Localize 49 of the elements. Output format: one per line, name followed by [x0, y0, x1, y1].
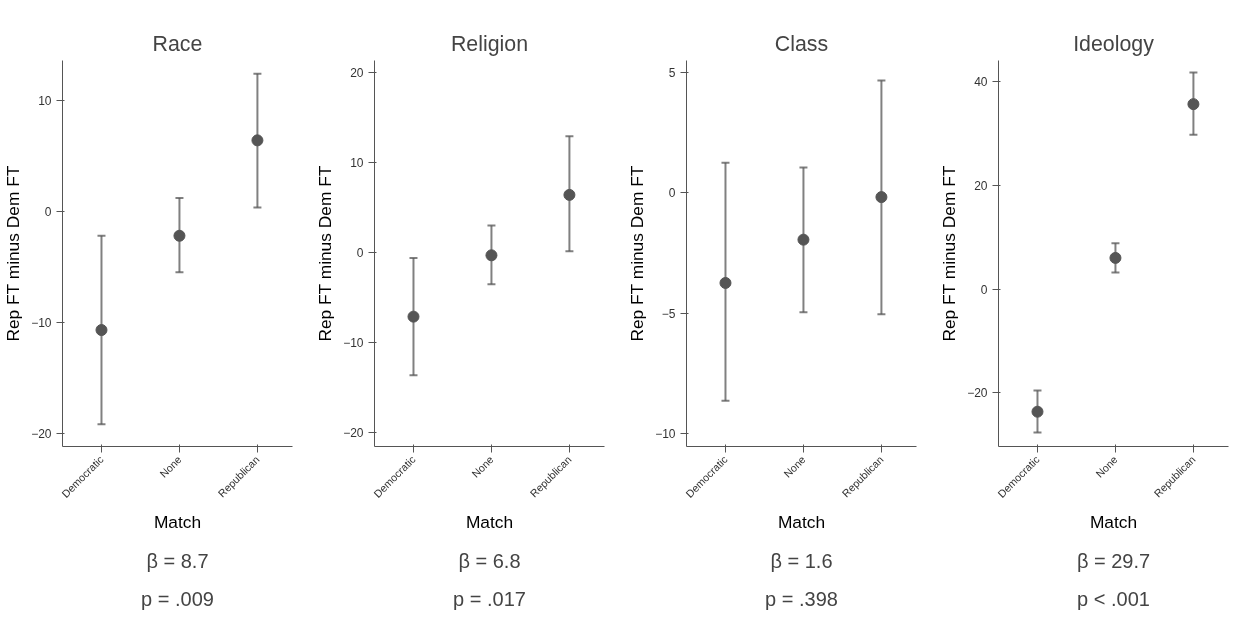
y-tick-label: −20: [31, 426, 52, 441]
y-tick-label: 0: [356, 246, 364, 261]
y-tick-label: −10: [655, 426, 676, 441]
chart-title: Ideology: [1073, 31, 1155, 56]
text: p = .398: [765, 587, 838, 610]
y-tick-label: −20: [967, 386, 988, 401]
y-axis-title: Rep FT minus Dem FT: [3, 165, 24, 342]
text: p = .017: [453, 587, 526, 610]
point: [875, 191, 888, 204]
point: [173, 229, 186, 242]
point: [95, 324, 108, 337]
y-tick-label: −5: [661, 306, 676, 321]
y-tick-label: 10: [350, 155, 364, 170]
x-axis-title: Match: [465, 512, 514, 533]
point: [485, 249, 498, 262]
text: p = .009: [141, 587, 214, 610]
text: β = 8.7: [146, 550, 209, 572]
text: β = 1.6: [770, 550, 833, 572]
y-axis-title: Rep FT minus Dem FT: [627, 165, 648, 342]
point: [797, 233, 810, 246]
y-tick-label: 0: [668, 186, 676, 201]
y-tick-label: −20: [343, 426, 364, 441]
chart-title: Religion: [450, 31, 529, 56]
chart-title: Class: [774, 31, 829, 56]
chart-title: Race: [152, 31, 203, 56]
y-tick-label: 0: [980, 282, 988, 297]
y-tick-label: 5: [668, 66, 676, 81]
x-axis-title: Match: [1089, 512, 1138, 533]
point: [719, 276, 732, 289]
y-tick-label: −10: [343, 336, 364, 351]
y-tick-label: 20: [350, 65, 364, 80]
y-tick-label: −10: [31, 315, 52, 330]
x-axis-title: Match: [153, 512, 202, 533]
text: p < .001: [1077, 587, 1150, 610]
point: [407, 310, 420, 323]
y-tick-label: 20: [974, 178, 988, 193]
y-tick-label: 40: [974, 74, 988, 89]
point: [1109, 251, 1122, 264]
point: [251, 134, 264, 147]
point: [1031, 405, 1044, 418]
y-axis-title: Rep FT minus Dem FT: [939, 165, 960, 342]
y-tick-label: 0: [44, 204, 52, 219]
text: β = 29.7: [1076, 550, 1151, 572]
y-tick-label: 10: [38, 93, 52, 108]
x-axis-title: Match: [777, 512, 826, 533]
point: [563, 188, 576, 201]
text: β = 6.8: [458, 550, 521, 572]
y-axis-title: Rep FT minus Dem FT: [315, 165, 336, 342]
point: [1187, 98, 1200, 111]
